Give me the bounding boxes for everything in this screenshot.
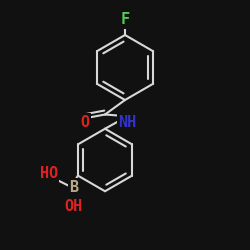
Text: F: F <box>120 12 130 28</box>
Text: B: B <box>69 180 78 195</box>
Text: OH: OH <box>64 199 83 214</box>
Text: NH: NH <box>118 115 136 130</box>
Text: HO: HO <box>40 166 58 181</box>
Text: O: O <box>80 115 90 130</box>
